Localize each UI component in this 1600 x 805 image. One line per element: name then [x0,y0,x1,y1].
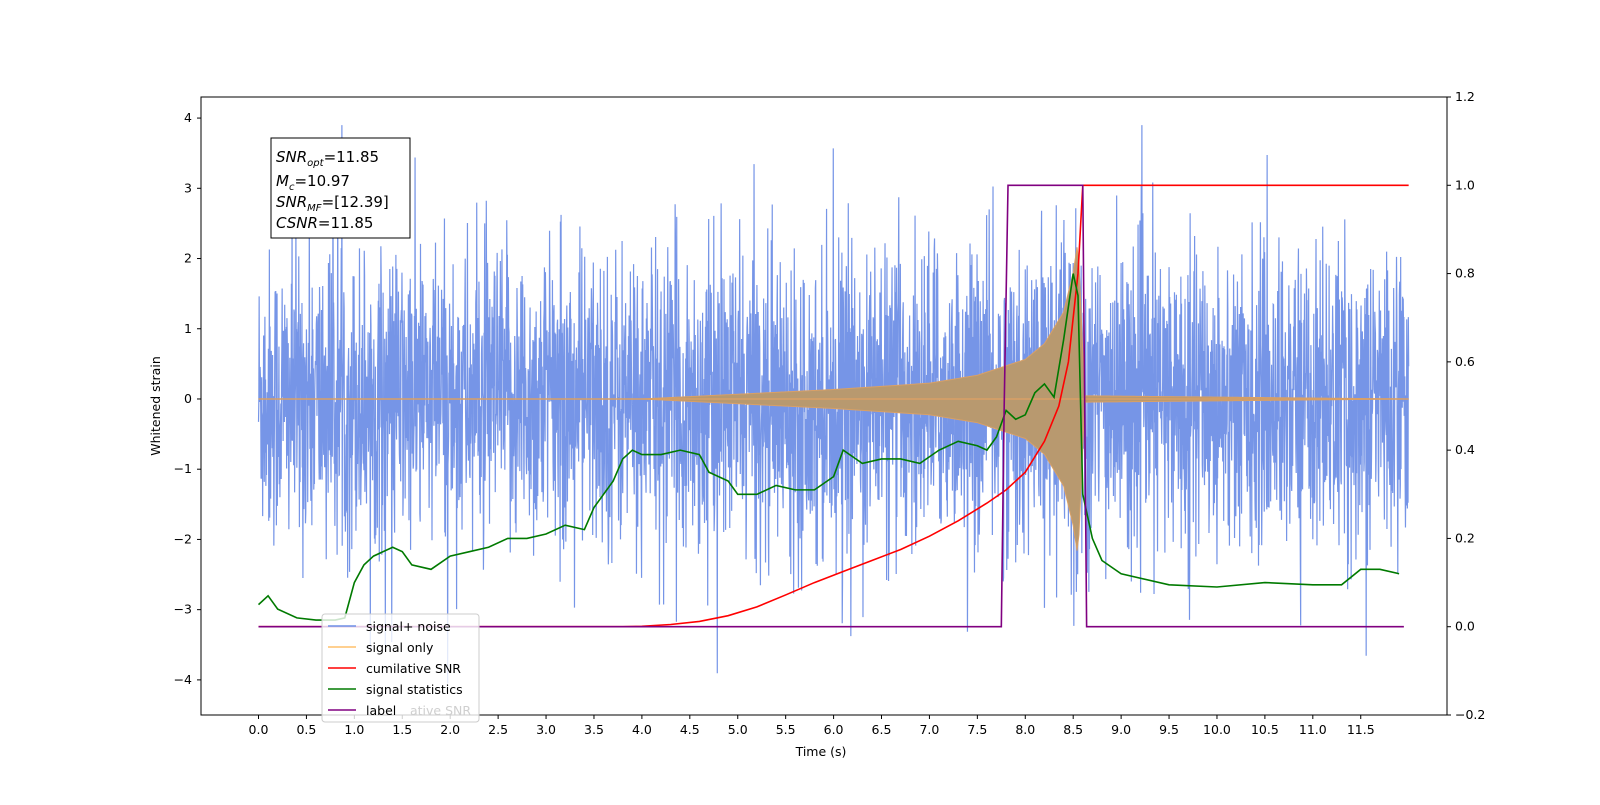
y-right-tick-label: 0.8 [1455,266,1475,281]
legend-frame [321,613,480,723]
snr-mf-line: SNRMF=[12.39] [276,193,389,214]
y-right-tick-label: 0.0 [1455,619,1475,634]
y-right-tick-label: 0.4 [1455,442,1475,457]
x-tick-label: 0.5 [296,722,316,737]
signal-statistics-series [257,273,1400,621]
csnr-value: =11.85 [318,214,374,232]
y-left-tick-label: 4 [184,110,192,125]
legend-hidden-text: ative SNR [410,703,471,718]
y-right-tick-label: 1.0 [1455,177,1475,192]
y-right-tick-label: −0.2 [1455,707,1485,722]
cumulative-snr-line [258,184,1409,628]
x-tick-label: 11.5 [1347,722,1375,737]
y-left-tick-label: 3 [184,180,192,195]
x-tick-label: 9.0 [1111,722,1131,737]
x-axis-ticks: 0.0 0.5 1.0 1.5 2.0 2.5 3.0 3.5 4.0 4.5 5.0 5.5 6.0 6… [249,715,1375,737]
y-left-tick-label: 1 [184,321,192,336]
x-tick-label: 4.5 [680,722,700,737]
left-y-axis-ticks: 4 3 2 1 0 −1 −2 −3 −4 [174,110,201,687]
annotation-frame [270,137,411,239]
left-y-axis-label: Whitened strain [148,356,163,455]
x-tick-label: 9.5 [1159,722,1179,737]
x-tick-label: 4.0 [632,722,652,737]
x-tick-label: 10.5 [1251,722,1279,737]
legend-label-signal-statistics: signal statistics [366,682,463,697]
plot-frame [200,96,1448,716]
x-tick-label: 5.5 [776,722,796,737]
y-left-tick-label: −3 [174,602,192,617]
x-tick-label: 5.0 [728,722,748,737]
x-axis-label: Time (s) [795,744,847,759]
x-tick-label: 3.0 [536,722,556,737]
x-tick-label: 0.0 [249,722,269,737]
plot-area [257,125,1410,684]
x-tick-label: 6.0 [824,722,844,737]
label-series [258,184,1404,628]
right-y-axis-ticks: 1.2 1.0 0.8 0.6 0.4 0.2 0.0 −0.2 [1447,89,1485,722]
legend-label-label: label [366,703,396,718]
signal-only-series [258,247,1409,551]
legend-label-signal-only: signal only [366,640,434,655]
mc-line: Mc=10.97 [276,172,350,193]
x-tick-label: 11.0 [1299,722,1327,737]
x-tick-label: 7.0 [919,722,939,737]
snr-mf-value: =[12.39] [322,193,389,211]
y-left-tick-label: −2 [174,531,192,546]
legend: signal+ noise signal only cumilative SNR… [321,613,480,723]
x-tick-label: 8.5 [1063,722,1083,737]
x-tick-label: 3.5 [584,722,604,737]
x-tick-label: 1.5 [392,722,412,737]
x-tick-label: 2.0 [440,722,460,737]
csnr-line: CSNR=11.85 [276,214,373,232]
mc-value: =10.97 [294,172,350,190]
y-right-tick-label: 1.2 [1455,89,1475,104]
signal-statistics-line [257,273,1400,621]
legend-label-signal-noise: signal+ noise [366,619,451,634]
legend-label-cumulative-snr: cumilative SNR [366,661,461,676]
x-tick-label: 10.0 [1203,722,1231,737]
y-left-tick-label: −1 [174,461,192,476]
x-tick-label: 1.0 [344,722,364,737]
x-tick-label: 8.0 [1015,722,1035,737]
snr-opt-value: =11.85 [324,148,380,166]
x-tick-label: 6.5 [872,722,892,737]
cumulative-snr-series [258,184,1409,628]
stats-annotation-box: SNRopt=11.85 Mc=10.97 SNRMF=[12.39] CSNR… [270,137,411,239]
y-left-tick-label: 0 [184,391,192,406]
y-left-tick-label: −4 [174,672,192,687]
y-right-tick-label: 0.2 [1455,530,1475,545]
x-tick-label: 2.5 [488,722,508,737]
y-right-tick-label: 0.6 [1455,354,1475,369]
x-tick-label: 7.5 [967,722,987,737]
label-line [258,184,1404,628]
y-left-tick-label: 2 [184,251,192,266]
snr-opt-line: SNRopt=11.85 [276,148,379,169]
